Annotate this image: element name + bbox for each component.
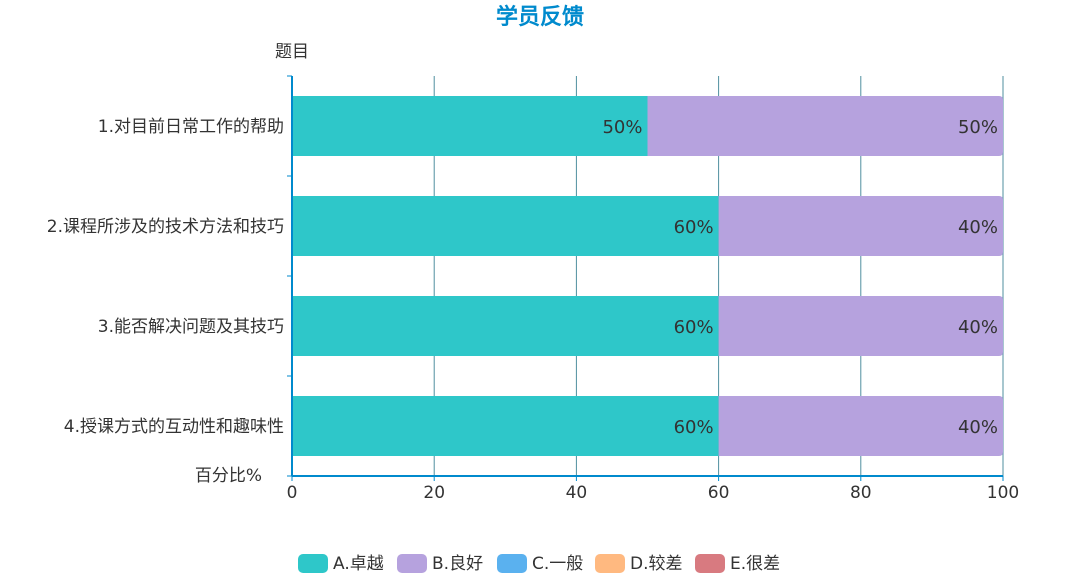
x-tick-label: 100	[987, 483, 1019, 503]
x-tick-label: 80	[850, 483, 872, 503]
bars	[292, 96, 1003, 456]
legend-label: D.较差	[630, 554, 683, 574]
bar-segment[interactable]	[292, 396, 719, 456]
legend-label: B.良好	[432, 554, 483, 574]
bar-labels: 50% 50% 60% 40% 60% 40% 60% 40%	[602, 117, 998, 438]
legend-item[interactable]: E.很差	[695, 554, 780, 574]
y-tick-label: 1.对目前日常工作的帮助	[98, 117, 284, 137]
legend-label: C.一般	[532, 554, 583, 574]
axes: 1.对目前日常工作的帮助 2.课程所涉及的技术方法和技巧 3.能否解决问题及其技巧 4…	[47, 75, 1019, 503]
x-axis-label: 百分比%	[195, 466, 262, 486]
bar-value-label: 40%	[958, 417, 998, 438]
legend-swatch	[695, 554, 725, 573]
bar-value-label: 40%	[958, 217, 998, 238]
y-tick-label: 3.能否解决问题及其技巧	[98, 317, 284, 337]
legend-item[interactable]: C.一般	[497, 554, 583, 574]
bar-value-label: 60%	[674, 417, 714, 438]
bar-value-label: 60%	[674, 217, 714, 238]
x-tick-label: 0	[287, 483, 298, 503]
legend-swatch	[497, 554, 527, 573]
bar-segment[interactable]	[718, 296, 1003, 356]
legend-item[interactable]: A.卓越	[298, 554, 384, 574]
bar-segment[interactable]	[292, 196, 719, 256]
legend-label: A.卓越	[333, 554, 384, 574]
x-tick-label: 40	[566, 483, 588, 503]
legend-item[interactable]: B.良好	[397, 554, 483, 574]
bar-value-label: 50%	[958, 117, 998, 138]
bar-segment[interactable]	[718, 196, 1003, 256]
legend-swatch	[298, 554, 328, 573]
x-tick-label: 20	[423, 483, 445, 503]
bar-segment[interactable]	[292, 96, 648, 156]
legend-label: E.很差	[730, 554, 780, 574]
bar-segment[interactable]	[718, 396, 1003, 456]
y-tick-label: 2.课程所涉及的技术方法和技巧	[47, 217, 284, 237]
x-tick-label: 60	[708, 483, 730, 503]
legend-item[interactable]: D.较差	[595, 554, 683, 574]
bar-segment[interactable]	[292, 296, 719, 356]
y-axis-label: 题目	[275, 42, 309, 62]
bar-segment[interactable]	[647, 96, 1004, 156]
legend-swatch	[595, 554, 625, 573]
bar-value-label: 40%	[958, 317, 998, 338]
bar-value-label: 60%	[674, 317, 714, 338]
chart-title: 学员反馈	[496, 4, 584, 30]
bar-value-label: 50%	[602, 117, 642, 138]
y-tick-label: 4.授课方式的互动性和趣味性	[64, 417, 284, 437]
legend: A.卓越 B.良好 C.一般 D.较差 E.很差	[298, 554, 780, 574]
legend-swatch	[397, 554, 427, 573]
